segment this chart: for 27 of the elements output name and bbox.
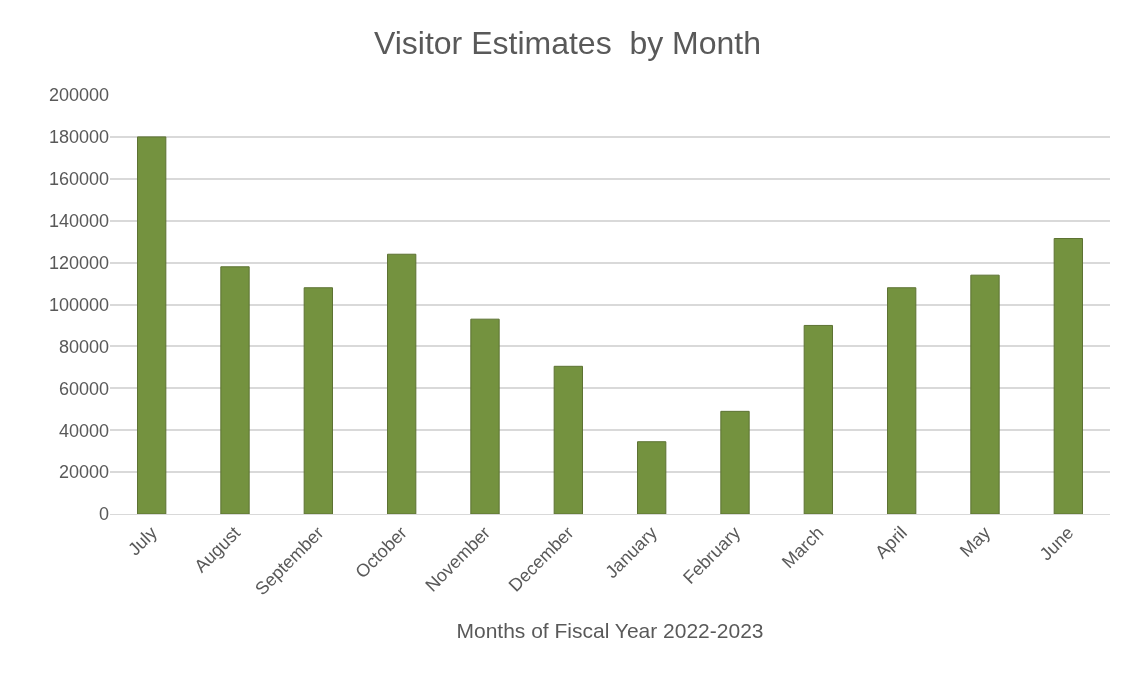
y-tick-label: 0	[98, 504, 109, 525]
y-tick-label: 60000	[58, 378, 109, 399]
bar	[303, 287, 333, 514]
bar	[220, 266, 250, 514]
y-tick-label: 140000	[48, 211, 109, 231]
y-tick-label: 180000	[48, 127, 109, 148]
x-axis-title: Months of Fiscal Year 2022-2023	[456, 619, 764, 643]
y-tick-label: 100000	[48, 294, 109, 315]
bar	[137, 136, 167, 514]
y-tick-label: 80000	[58, 336, 109, 357]
bar	[970, 274, 1000, 514]
y-tick-label: 20000	[58, 462, 109, 483]
y-tick-label: 160000	[48, 169, 109, 190]
bar	[637, 441, 667, 514]
bar	[887, 287, 917, 514]
x-tick-label: July	[124, 522, 161, 560]
bar	[387, 253, 417, 514]
chart-title: Visitor Estimates by Month	[373, 24, 762, 61]
bar	[1053, 238, 1083, 514]
y-tick-label: 200000	[48, 85, 109, 106]
y-tick-label: 120000	[48, 252, 109, 273]
bar	[720, 410, 750, 514]
bar	[553, 365, 583, 514]
x-tick-label: May	[956, 522, 995, 561]
bar	[803, 324, 833, 514]
y-tick-label: 40000	[58, 420, 109, 441]
bar	[470, 318, 500, 514]
